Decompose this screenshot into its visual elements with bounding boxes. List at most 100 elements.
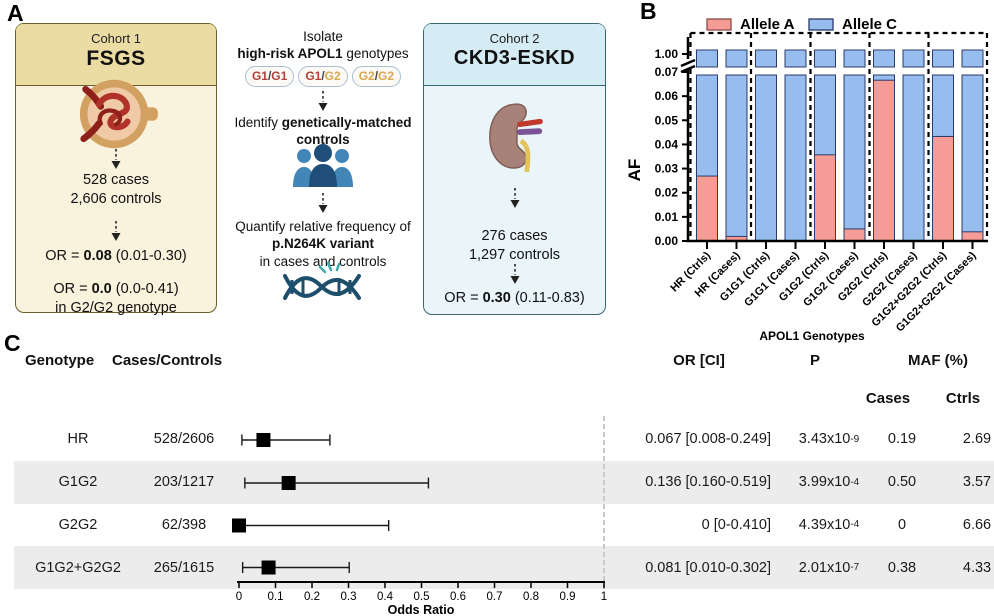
cohort1-header: Cohort 1 FSGS [16,24,216,86]
forest-row-G2G2 [232,518,390,533]
row-maf-ctrls: 3.57 [962,474,992,491]
x-axis-title: APOL1 Genotypes [759,329,865,343]
workflow-step3: Quantify relative frequency of p.N264K v… [228,218,418,270]
bar-allele-c [961,74,984,242]
or-ci: (0.11-0.83) [510,290,585,306]
or-point [261,560,276,575]
cohort2-cases: 276 cases [481,228,548,244]
or-prefix: OR = [444,290,483,306]
bar-allele-c-upper [725,49,748,68]
row-p-value: 4.39x10 -4 [798,516,860,533]
or-ci: (0.0-0.41) [111,281,179,297]
cohort2-title: CKD3-ESKD [453,47,576,69]
bar-allele-a [961,231,984,242]
legend-allele-c-swatch [808,18,834,31]
y-tick-label: 0.01 [655,210,679,224]
row-cases-controls: 203/1217 [153,474,215,491]
bar-group-G1G1 (Cases) [784,49,807,242]
bar-allele-a [843,228,866,242]
bar-allele-a [932,135,954,242]
x-tick-label: 0.2 [304,591,320,603]
table-row: G2G2 62/398 0 [0-0.410] 4.39x10 -4 0 6.66 [14,504,994,547]
bar-allele-c [784,74,807,242]
bar-allele-c [902,74,925,242]
or-value: 0.30 [482,290,511,306]
step2-line2: controls [296,132,350,148]
cohort2-controls: 1,297 controls [468,247,561,264]
panel-b-label: B [640,0,657,24]
cohort2-header: Cohort 2 CKD3-ESKD [424,24,605,86]
cohort1-or-secondary: OR = 0.0 (0.0-0.41) in G2/G2 genotype [16,280,216,318]
panel-c-label: C [4,330,21,356]
step2-prefix: Identify [234,115,282,130]
row-cases-controls: 62/398 [161,516,207,533]
step3-bold: p.N264K variant [271,236,375,252]
y-tick-label: 0.02 [655,186,679,200]
step1-rest: genotypes [342,46,409,62]
row-maf-ctrls: 4.33 [962,559,992,576]
forest-row-G1G2 [244,476,430,490]
dotted-arrow-icon [228,192,418,214]
legend-allele-c-label: Allele C [842,16,897,33]
cohort1-counts: 528 cases 2,606 controls [16,171,216,209]
dotted-arrow-icon [228,90,418,112]
legend-allele-a-label: Allele A [740,16,795,33]
glomerulus-icon [16,76,216,152]
dotted-arrow-icon [16,148,216,170]
bar-allele-c-upper [961,49,984,68]
or-point [232,518,246,533]
bar-group-G1G2+G2G2 (Ctrls) [932,49,954,242]
x-tick-label: 0 [236,591,242,603]
x-tick-label: 0.1 [268,591,284,603]
x-tick-label: 1 [601,591,607,603]
x-tick-label: 0.8 [523,591,539,603]
row-or-ci: 0.136 [0.160-0.519] [645,474,771,491]
forest-plot: 0 0.1 0.2 0.3 0.4 0.5 0.6 0.7 0.8 0.9 1 Odds Ratio [232,416,607,616]
table-row: HR 528/2606 0.067 [0.008-0.249] 3.43x10-… [14,418,994,461]
cohort1-controls: 2,606 controls [70,191,162,208]
y-tick-label: 0.07 [655,65,679,79]
bar-allele-c [843,74,866,242]
bar-group-G1G2 (Cases) [843,49,866,242]
cohort2-card: Cohort 2 CKD3-ESKD 276 cases 1,297 contr… [423,23,606,315]
x-tick-label: 0.4 [377,591,394,603]
y-tick-label: 0.04 [655,137,679,151]
step2-bold: genetically-matched [281,115,412,130]
step1-line1: Isolate [303,29,343,44]
or-prefix: OR = [45,248,84,264]
row-cases-controls: 265/1615 [153,559,215,576]
column-header-genotype: Genotype [25,352,95,369]
cohort2-counts: 276 cases 1,297 controls [424,227,605,265]
table-row: G1G2 203/1217 0.136 [0.160-0.519] 3.99x1… [14,460,994,504]
row-genotype: HR [67,431,89,448]
row-p-value: 3.99x10 -4 [798,474,860,491]
workflow-step1: Isolate high-risk APOL1 genotypes [228,28,418,63]
row-maf-cases: 0.19 [887,431,917,448]
or-point [256,433,271,447]
bar-allele-c-upper [755,49,777,68]
row-genotype: G1G2+G2G2 [35,559,121,576]
column-header-maf: MAF (%) [908,352,968,369]
genotype-pills: G1/G1 G1/G2 G2/G2 [228,66,418,88]
row-genotype: G1G2 [58,474,98,491]
row-p-value: 2.01x10 -7 [798,559,860,576]
or-value: 0.0 [91,281,112,297]
row-maf-cases: 0.38 [887,559,917,576]
step3-line1: Quantify relative frequency of [235,219,411,234]
row-maf-ctrls: 2.69 [962,431,992,448]
pill-g2g2: G2/G2 [351,66,402,88]
or-prefix: OR = [53,281,92,297]
axis-break-mark [680,64,696,74]
y-tick-label: 1.00 [655,47,679,61]
cohort1-card: Cohort 1 FSGS 528 cases 2,606 controls [15,23,217,316]
or-note: in G2/G2 genotype [55,299,177,316]
or-ci: (0.01-0.30) [111,248,187,264]
bar-allele-c-upper [932,49,954,68]
dna-icon [228,262,418,304]
bar-allele-a [814,154,836,242]
row-p-value: 3.43x10 -9 [798,431,860,448]
y-tick-label: 0.06 [655,89,679,103]
or-value: 0.08 [83,248,112,264]
